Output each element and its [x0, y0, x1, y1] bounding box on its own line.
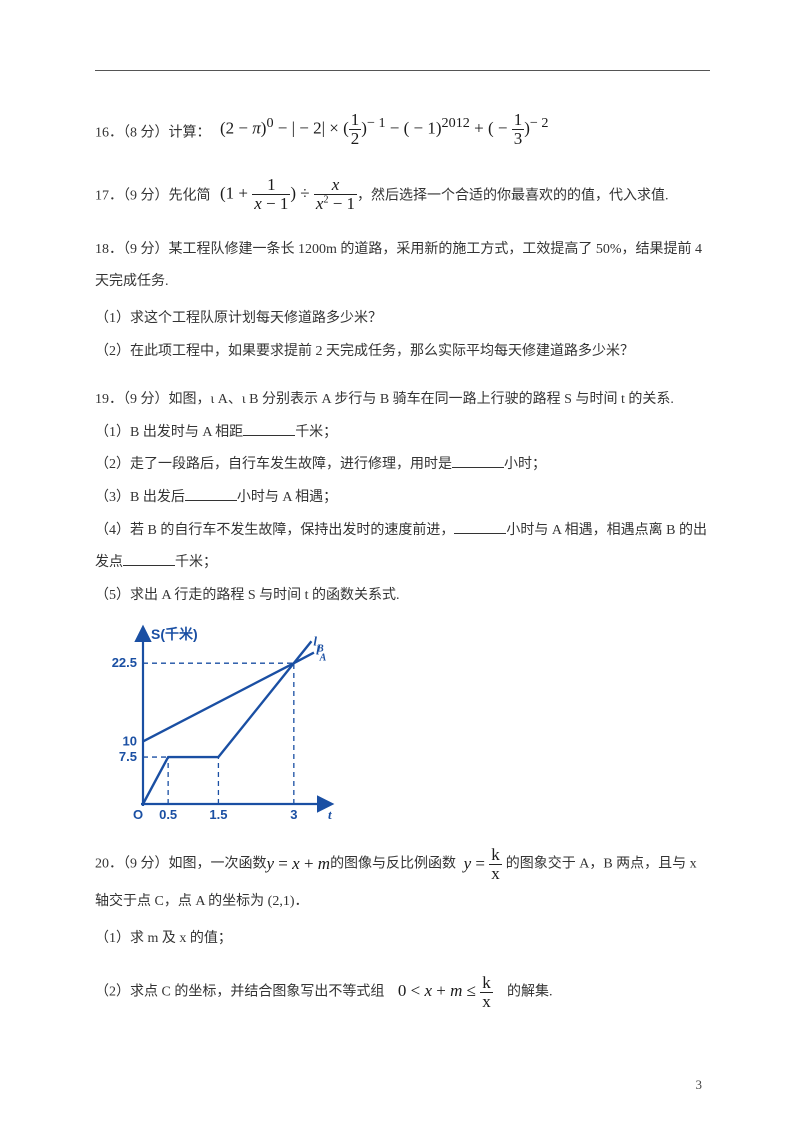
page-number: 3 — [696, 1073, 703, 1098]
svg-text:7.5: 7.5 — [119, 749, 137, 764]
svg-text:1.5: 1.5 — [209, 807, 227, 822]
q19-p3-b: 小时与 A 相遇； — [237, 490, 337, 505]
q19-p4-a: （4）若 B 的自行车不发生故障，保持出发时的速度前进， — [95, 523, 454, 538]
q20-p2-b: 的解集. — [507, 985, 553, 1000]
q19-p4-d: 千米； — [175, 555, 217, 570]
q18-p2: （2）在此项工程中，如果要求提前 2 天完成任务，那么实际平均每天修建道路多少米… — [95, 339, 710, 366]
q16-formula: (2 − π)0 − | − 2| × (12)− 1 − ( − 1)2012… — [220, 110, 548, 148]
q20-line2: 轴交于点 C，点 A 的坐标为 (2,1)． — [95, 889, 710, 916]
blank — [452, 455, 504, 469]
q19-p4-c: 发点 — [95, 555, 123, 570]
q19-p4-b: 小时与 A 相遇，相遇点离 B 的出 — [506, 523, 707, 538]
q17-label: 17．（9 分）先化简 — [95, 189, 211, 204]
q19-p1-a: （1）B 出发时与 A 相距 — [95, 425, 243, 440]
q19-p4-cont: 发点 千米； — [95, 550, 710, 577]
q18-p1: （1）求这个工程队原计划每天修道路多少米？ — [95, 306, 710, 333]
q19-p4: （4）若 B 的自行车不发生故障，保持出发时的速度前进， 小时与 A 相遇，相遇点… — [95, 518, 710, 545]
q20-p1: （1）求 m 及 x 的值； — [95, 926, 710, 953]
q16-label: 16．（8 分）计算： — [95, 125, 211, 140]
q19-p5: （5）求出 A 行走的路程 S 与时间 t 的函数关系式. — [95, 583, 710, 610]
question-17: 17．（9 分）先化简 (1 + 1x − 1) ÷ xx2 − 1 ，然后选择… — [95, 178, 710, 215]
q19-p2-b: 小时； — [504, 457, 546, 472]
q20-linfn: y = x + m — [267, 855, 331, 874]
svg-text:S(千米): S(千米) — [151, 626, 198, 642]
q20-intro: 20．（9 分）如图，一次函数y = x + m的图像与反比例函数 y = kx… — [95, 846, 710, 883]
svg-text:22.5: 22.5 — [112, 655, 137, 670]
svg-text:0.5: 0.5 — [159, 807, 177, 822]
q19-intro: 19．（9 分）如图，ι A、ι B 分别表示 A 步行与 B 骑车在同一路上行… — [95, 387, 710, 414]
q18-line1: 18．（9 分）某工程队修建一条长 1200m 的道路，采用新的施工方式，工效提… — [95, 237, 710, 264]
blank — [123, 553, 175, 567]
q17-formula: (1 + 1x − 1) ÷ xx2 − 1 — [220, 176, 357, 213]
q20-intro-a: 20．（9 分）如图，一次函数 — [95, 857, 267, 872]
svg-text:O: O — [133, 807, 143, 822]
q19-chart: 7.51022.50.51.53OtS(千米)lAlB — [95, 623, 710, 828]
q20-intro-b: 的图像与反比例函数 — [330, 857, 456, 872]
q19-p2-a: （2）走了一段路后，自行车发生故障，进行修理，用时是 — [95, 457, 452, 472]
q18-line2: 天完成任务. — [95, 269, 710, 296]
q17-tail: ，然后选择一个合适的你最喜欢的的值，代入求值. — [357, 189, 669, 204]
q19-p1: （1）B 出发时与 A 相距 千米； — [95, 420, 710, 447]
blank — [243, 422, 295, 436]
blank — [454, 520, 506, 534]
question-19: 19．（9 分）如图，ι A、ι B 分别表示 A 步行与 B 骑车在同一路上行… — [95, 387, 710, 609]
svg-text:t: t — [328, 807, 332, 822]
q19-p2: （2）走了一段路后，自行车发生故障，进行修理，用时是 小时； — [95, 452, 710, 479]
q19-p1-b: 千米； — [295, 425, 337, 440]
line-chart-svg: 7.51022.50.51.53OtS(千米)lAlB — [95, 623, 340, 828]
exam-page: 16．（8 分）计算： (2 − π)0 − | − 2| × (12)− 1 … — [0, 0, 800, 1132]
q20-recipfn: y = kx — [464, 854, 502, 873]
question-16: 16．（8 分）计算： (2 − π)0 − | − 2| × (12)− 1 … — [95, 114, 710, 152]
q19-p3: （3）B 出发后 小时与 A 相遇； — [95, 485, 710, 512]
question-20: 20．（9 分）如图，一次函数y = x + m的图像与反比例函数 y = kx… — [95, 846, 710, 1011]
q20-p2: （2）求点 C 的坐标，并结合图象写出不等式组 0 < x + m ≤ kx 的… — [95, 974, 710, 1011]
q20-p2-a: （2）求点 C 的坐标，并结合图象写出不等式组 — [95, 985, 384, 1000]
question-18: 18．（9 分）某工程队修建一条长 1200m 的道路，采用新的施工方式，工效提… — [95, 237, 710, 365]
svg-text:3: 3 — [290, 807, 297, 822]
blank — [185, 487, 237, 501]
header-rule — [95, 70, 710, 71]
q20-intro-c: 的图象交于 A，B 两点，且与 x — [506, 857, 697, 872]
svg-text:10: 10 — [123, 734, 137, 749]
q20-ineq: 0 < x + m ≤ kx — [398, 981, 497, 1000]
q19-p3-a: （3）B 出发后 — [95, 490, 185, 505]
